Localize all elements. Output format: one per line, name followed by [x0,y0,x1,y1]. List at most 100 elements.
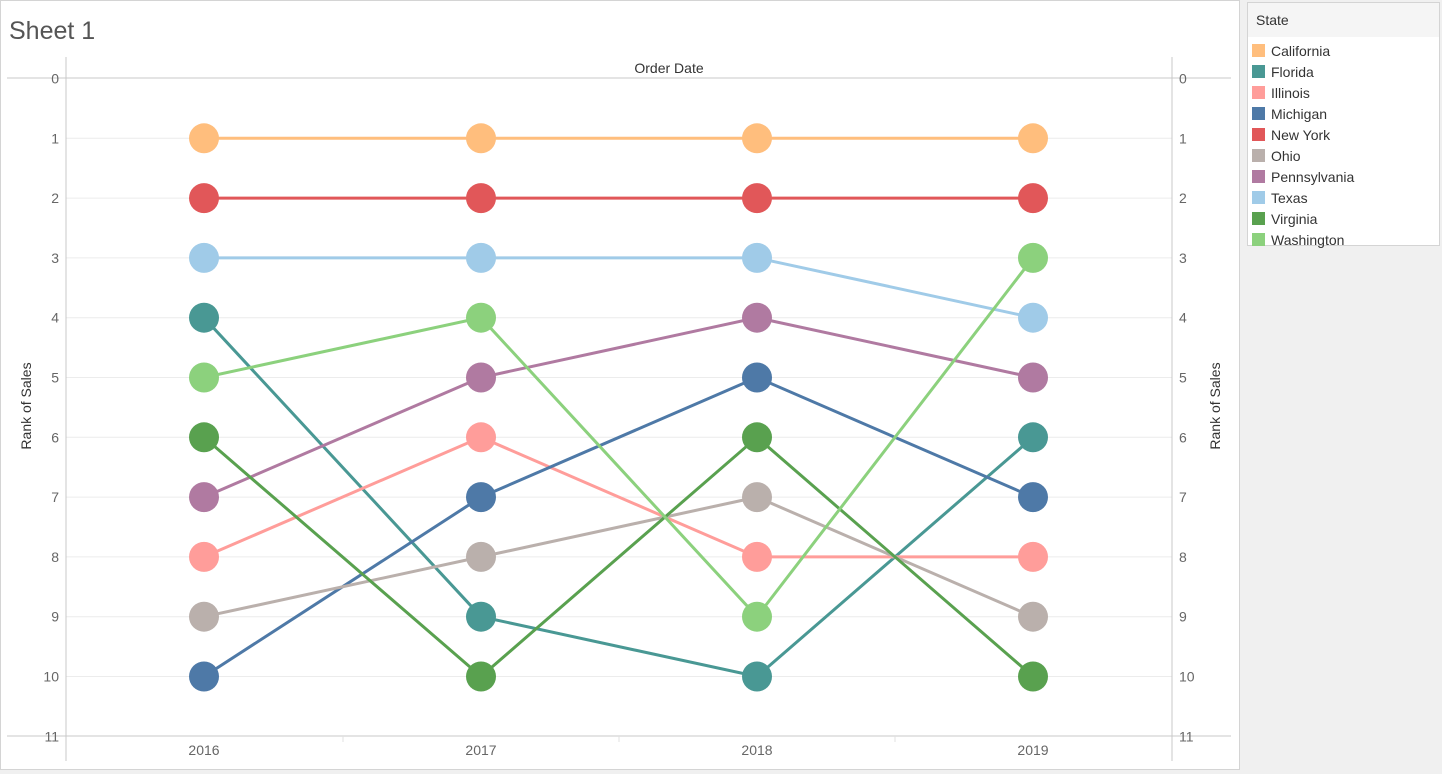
gridlines [66,137,1172,677]
point-washington-2019[interactable] [1018,242,1048,273]
point-washington-2017[interactable] [466,302,496,333]
state-legend: State California Florida Illinois Michigan N… [1247,2,1440,248]
legend-item-pennsylvania[interactable]: Pennsylvania [1248,166,1439,187]
legend-item-california[interactable]: California [1248,40,1439,61]
point-florida-2017[interactable] [466,601,496,632]
point-virginia-2018[interactable] [742,422,772,453]
point-michigan-2016[interactable] [189,661,219,692]
y-tick-label-left: 11 [44,728,59,744]
y-tick-label-right: 10 [1179,669,1195,685]
point-california-2018[interactable] [742,123,772,154]
legend-swatch [1252,107,1265,120]
point-new-york-2017[interactable] [466,183,496,214]
x-tick-label: 2016 [188,742,219,758]
legend-swatch [1252,128,1265,141]
point-michigan-2019[interactable] [1018,482,1048,513]
legend-swatch [1252,170,1265,183]
point-texas-2016[interactable] [189,242,219,273]
legend-swatch [1252,149,1265,162]
point-texas-2019[interactable] [1018,302,1048,333]
point-michigan-2017[interactable] [466,482,496,513]
legend-label: Florida [1271,63,1314,80]
y-tick-label-right: 1 [1179,130,1187,146]
legend-item-washington[interactable]: Washington [1248,229,1439,250]
point-ohio-2016[interactable] [189,601,219,632]
point-new-york-2018[interactable] [742,183,772,214]
legend-swatch [1252,44,1265,57]
y-tick-label-left: 1 [51,130,59,146]
point-illinois-2018[interactable] [742,541,772,572]
legend-swatch [1252,191,1265,204]
series-line-pennsylvania[interactable] [203,316,1034,499]
legend-item-florida[interactable]: Florida [1248,61,1439,82]
point-ohio-2018[interactable] [742,482,772,513]
point-new-york-2016[interactable] [189,183,219,214]
point-florida-2016[interactable] [189,302,219,333]
legend-item-illinois[interactable]: Illinois [1248,82,1439,103]
point-ohio-2019[interactable] [1018,601,1048,632]
series-line-washington[interactable] [203,256,1035,620]
y-tick-label-right: 2 [1179,190,1187,206]
series-points [189,123,1048,692]
point-washington-2016[interactable] [189,362,219,393]
point-virginia-2017[interactable] [466,661,496,692]
worksheet: Sheet 1 Order Date 0 0 1 1 2 2 3 3 4 4 5 5 6 6 7 7 8 8 9 9 10… [0,0,1240,770]
y-tick-label-left: 5 [51,370,59,386]
y-tick-label-right: 6 [1179,429,1187,445]
y-tick-label-right: 9 [1179,609,1187,625]
point-ohio-2017[interactable] [466,541,496,572]
legend-list: California Florida Illinois Michigan New Yor… [1248,37,1439,250]
column-header: Order Date [634,60,703,76]
point-pennsylvania-2017[interactable] [466,362,496,393]
y-axis-title-left: Rank of Sales [18,362,34,449]
point-pennsylvania-2016[interactable] [189,482,219,513]
point-florida-2018[interactable] [742,661,772,692]
legend-swatch [1252,65,1265,78]
point-washington-2018[interactable] [742,601,772,632]
legend-item-michigan[interactable]: Michigan [1248,103,1439,124]
y-tick-label-right: 7 [1179,489,1187,505]
point-illinois-2016[interactable] [189,541,219,572]
legend-item-new-york[interactable]: New York [1248,124,1439,145]
y-tick-label-left: 2 [51,190,59,206]
series-line-virginia[interactable] [203,435,1034,679]
legend-label: Pennsylvania [1271,168,1355,185]
x-tick-label: 2019 [1017,742,1048,758]
point-texas-2018[interactable] [742,242,772,273]
point-virginia-2016[interactable] [189,422,219,453]
sheet-title: Sheet 1 [9,17,96,45]
point-new-york-2019[interactable] [1018,183,1048,214]
series-lines [202,136,1035,679]
point-california-2019[interactable] [1018,123,1048,154]
legend-label: Michigan [1271,105,1328,122]
point-texas-2017[interactable] [466,242,496,273]
series-line-texas[interactable] [204,256,1034,320]
legend-item-texas[interactable]: Texas [1248,187,1439,208]
point-florida-2019[interactable] [1018,422,1048,453]
point-virginia-2019[interactable] [1018,661,1048,692]
y-tick-label-right: 11 [1179,728,1194,744]
legend-label: California [1271,42,1331,59]
point-michigan-2018[interactable] [742,362,772,393]
y-tick-label-left: 7 [51,489,59,505]
legend-item-ohio[interactable]: Ohio [1248,145,1439,166]
legend-swatch [1252,233,1265,246]
y-tick-label-left: 9 [51,609,59,625]
legend-title: State [1248,3,1439,37]
legend-label: Illinois [1271,84,1310,101]
y-axis-title-right: Rank of Sales [1207,362,1223,449]
point-california-2017[interactable] [466,123,496,154]
legend-label: Washington [1271,231,1345,248]
point-illinois-2017[interactable] [466,422,496,453]
y-tick-label-right: 8 [1179,549,1187,565]
point-pennsylvania-2019[interactable] [1018,362,1048,393]
x-tick-label: 2017 [465,742,496,758]
legend-item-virginia[interactable]: Virginia [1248,208,1439,229]
y-tick-label-left: 6 [51,429,59,445]
point-california-2016[interactable] [189,123,219,154]
point-pennsylvania-2018[interactable] [742,302,772,333]
y-tick-label-right: 4 [1179,310,1187,326]
y-tick-label-left: 3 [51,250,59,266]
point-illinois-2019[interactable] [1018,541,1048,572]
